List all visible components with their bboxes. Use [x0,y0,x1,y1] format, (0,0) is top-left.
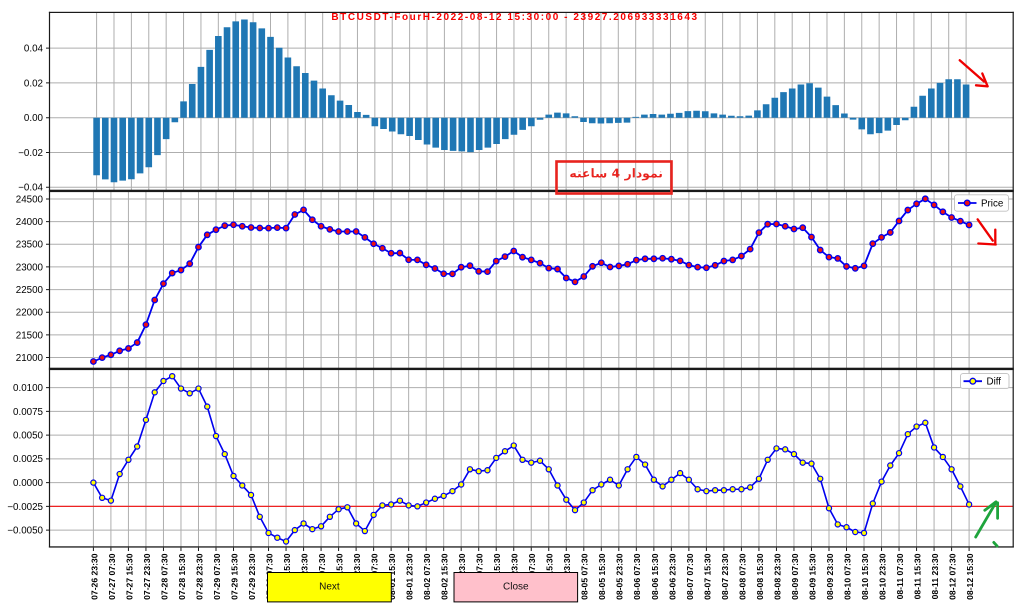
svg-text:08-07 15:30: 08-07 15:30 [702,553,712,600]
svg-text:0.0000: 0.0000 [13,478,44,489]
svg-text:Diff: Diff [987,377,1002,388]
svg-text:07-28 07:30: 07-28 07:30 [159,553,169,600]
svg-text:0.00: 0.00 [24,113,44,124]
svg-text:08-06 23:30: 08-06 23:30 [667,553,677,600]
svg-text:08-07 23:30: 08-07 23:30 [720,553,730,600]
svg-text:0.04: 0.04 [24,44,44,55]
svg-text:08-11 07:30: 08-11 07:30 [895,553,905,599]
svg-text:08-05 15:30: 08-05 15:30 [597,553,607,600]
svg-text:0.02: 0.02 [24,78,43,89]
svg-text:21000: 21000 [16,353,44,364]
svg-text:22000: 22000 [16,308,44,319]
svg-text:08-08 07:30: 08-08 07:30 [737,553,747,600]
svg-text:0.0025: 0.0025 [13,454,44,465]
svg-text:08-05 07:30: 08-05 07:30 [580,553,590,600]
svg-text:BTCUSDT-FourH-2022-08-12 15:30: BTCUSDT-FourH-2022-08-12 15:30:00 - 2392… [331,12,698,23]
svg-text:Next: Next [319,581,340,592]
svg-text:08-09 15:30: 08-09 15:30 [807,553,817,600]
svg-text:−0.02: −0.02 [18,148,43,159]
svg-text:Price: Price [981,198,1004,209]
svg-text:0.0100: 0.0100 [13,383,44,394]
svg-text:21500: 21500 [16,330,44,341]
svg-text:08-12 15:30: 08-12 15:30 [965,553,975,600]
svg-text:08-10 23:30: 08-10 23:30 [877,553,887,600]
svg-text:08-12 07:30: 08-12 07:30 [947,553,957,600]
svg-text:08-11 23:30: 08-11 23:30 [930,553,940,599]
svg-text:07-26 23:30: 07-26 23:30 [89,553,99,600]
svg-text:07-29 07:30: 07-29 07:30 [212,553,222,600]
svg-text:−0.0025: −0.0025 [7,502,43,513]
svg-text:24500: 24500 [16,194,44,205]
svg-text:07-28 15:30: 07-28 15:30 [177,553,187,600]
svg-text:−0.04: −0.04 [18,183,43,194]
svg-text:08-09 07:30: 08-09 07:30 [790,553,800,600]
svg-text:08-05 23:30: 08-05 23:30 [615,553,625,600]
svg-text:Close: Close [503,581,529,592]
svg-text:07-29 15:30: 07-29 15:30 [229,553,239,600]
svg-text:08-06 07:30: 08-06 07:30 [632,553,642,600]
svg-text:08-01 15:30: 08-01 15:30 [387,553,397,600]
svg-text:23500: 23500 [16,240,44,251]
svg-text:08-06 15:30: 08-06 15:30 [650,553,660,600]
svg-text:07-29 23:30: 07-29 23:30 [247,553,257,600]
svg-text:07-27 23:30: 07-27 23:30 [142,553,152,600]
svg-text:07-27 15:30: 07-27 15:30 [124,553,134,600]
svg-text:23000: 23000 [16,262,44,273]
svg-text:08-10 15:30: 08-10 15:30 [860,553,870,600]
svg-text:08-08 23:30: 08-08 23:30 [772,553,782,600]
svg-text:08-08 15:30: 08-08 15:30 [755,553,765,600]
svg-text:0.0050: 0.0050 [13,431,44,442]
svg-text:24000: 24000 [16,217,44,228]
svg-text:07-27 07:30: 07-27 07:30 [107,553,117,600]
svg-text:08-02 15:30: 08-02 15:30 [440,553,450,600]
svg-text:08-09 23:30: 08-09 23:30 [825,553,835,600]
svg-text:22500: 22500 [16,285,44,296]
svg-text:08-01 23:30: 08-01 23:30 [405,553,415,600]
svg-text:08-07 07:30: 08-07 07:30 [685,553,695,600]
svg-text:07-28 23:30: 07-28 23:30 [194,553,204,600]
svg-text:08-10 07:30: 08-10 07:30 [842,553,852,600]
svg-text:08-11 15:30: 08-11 15:30 [912,553,922,599]
svg-text:08-02 07:30: 08-02 07:30 [422,553,432,600]
svg-text:−0.0050: −0.0050 [7,526,43,537]
svg-text:0.0075: 0.0075 [13,407,44,418]
